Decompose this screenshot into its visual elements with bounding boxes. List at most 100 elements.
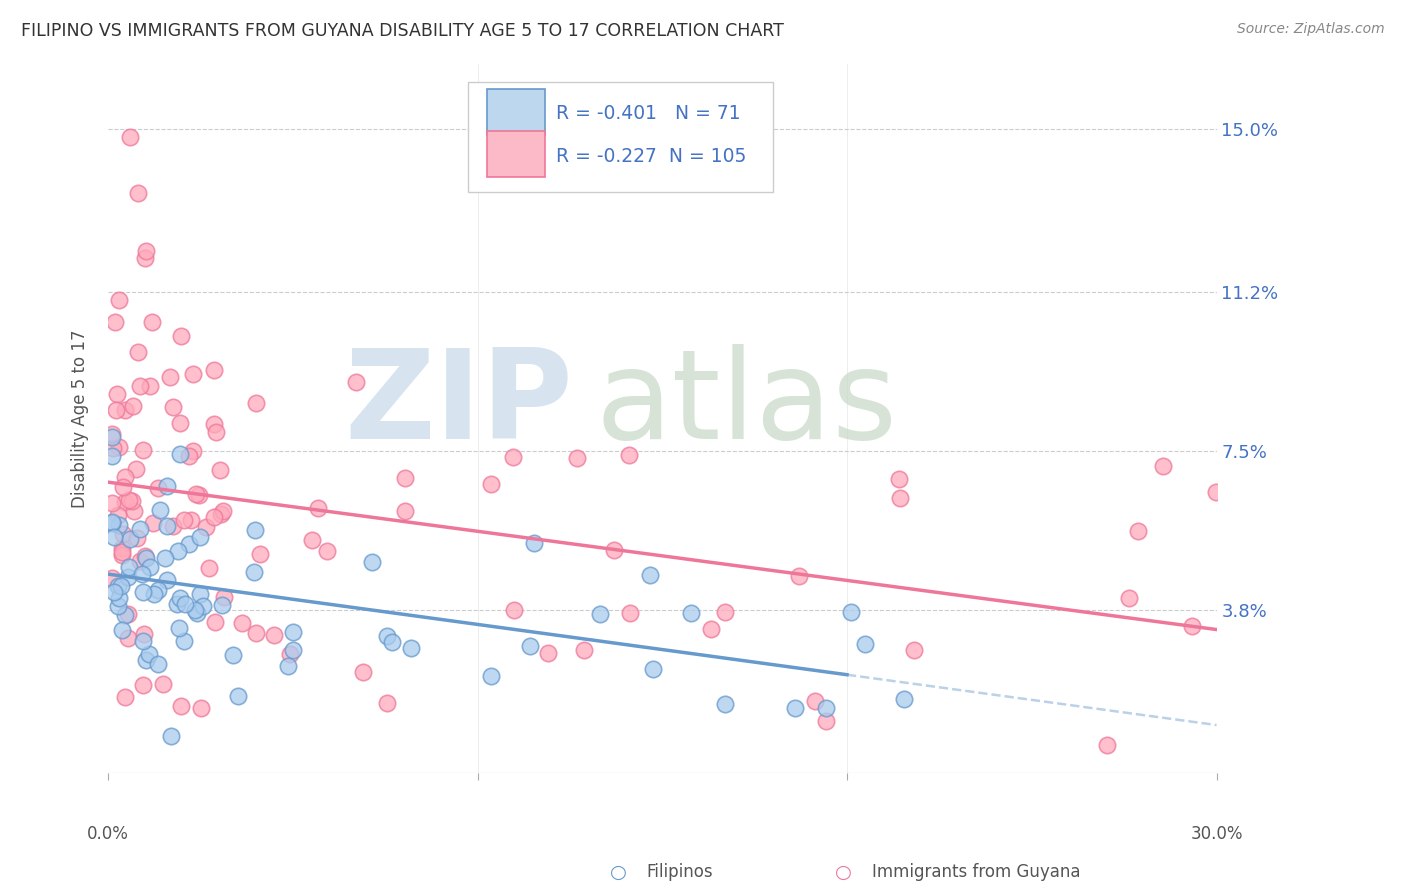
Point [169, 447, 191, 461]
Y-axis label: Disability Age 5 to 17: Disability Age 5 to 17 [72, 329, 89, 508]
Point [352, 665, 374, 679]
Point [783, 701, 806, 715]
Point [107, 599, 129, 614]
Point [567, 451, 589, 466]
Point [714, 605, 737, 619]
Point [121, 399, 143, 413]
Point [114, 469, 136, 483]
Text: atlas: atlas [596, 344, 898, 465]
Point [114, 495, 136, 509]
Point [278, 648, 301, 662]
Point [619, 607, 641, 621]
Point [394, 471, 416, 485]
Point [263, 628, 285, 642]
Point [117, 570, 139, 584]
Point [202, 363, 225, 377]
Point [100, 571, 122, 585]
Point [162, 519, 184, 533]
Point [519, 639, 541, 653]
Point [204, 615, 226, 629]
Point [146, 657, 169, 671]
Point [127, 345, 149, 359]
Point [574, 642, 596, 657]
Point [100, 516, 122, 530]
Point [114, 403, 136, 417]
Point [166, 597, 188, 611]
Point [375, 629, 398, 643]
Point [377, 696, 399, 710]
Point [181, 367, 204, 381]
Point [169, 591, 191, 605]
Point [138, 647, 160, 661]
Point [173, 513, 195, 527]
Text: FILIPINO VS IMMIGRANTS FROM GUYANA DISABILITY AGE 5 TO 17 CORRELATION CHART: FILIPINO VS IMMIGRANTS FROM GUYANA DISAB… [21, 22, 785, 40]
Point [132, 585, 155, 599]
Point [141, 315, 163, 329]
Point [893, 692, 915, 706]
Point [344, 375, 367, 389]
Point [277, 658, 299, 673]
Text: ○: ○ [610, 863, 627, 882]
FancyBboxPatch shape [486, 88, 544, 135]
Point [205, 425, 228, 439]
Point [179, 537, 201, 551]
Point [180, 513, 202, 527]
Point [301, 533, 323, 547]
Text: ○: ○ [835, 863, 852, 882]
Point [129, 522, 152, 536]
Point [245, 625, 267, 640]
Point [195, 520, 218, 534]
Point [167, 543, 190, 558]
Point [679, 606, 702, 620]
Point [120, 130, 142, 145]
FancyBboxPatch shape [486, 131, 544, 178]
Point [1152, 458, 1174, 473]
Point [156, 518, 179, 533]
Point [889, 491, 911, 506]
Point [183, 603, 205, 617]
Point [222, 648, 245, 662]
Point [100, 426, 122, 441]
Point [170, 328, 193, 343]
Point [853, 637, 876, 651]
Point [399, 640, 422, 655]
Point [226, 689, 249, 703]
Point [1205, 484, 1227, 499]
Point [129, 378, 152, 392]
Point [209, 507, 232, 521]
Point [316, 544, 339, 558]
Point [105, 403, 128, 417]
Point [149, 503, 172, 517]
Point [129, 554, 152, 568]
Point [156, 479, 179, 493]
Point [603, 543, 626, 558]
Point [589, 607, 612, 621]
Point [170, 698, 193, 713]
Point [502, 450, 524, 465]
Point [188, 530, 211, 544]
Point [815, 714, 838, 728]
Point [134, 551, 156, 566]
Point [184, 487, 207, 501]
Point [619, 448, 641, 462]
Point [479, 477, 502, 491]
Point [121, 494, 143, 508]
Point [479, 669, 502, 683]
Point [536, 646, 558, 660]
Point [127, 186, 149, 200]
Point [249, 547, 271, 561]
Point [100, 516, 122, 530]
Point [108, 293, 131, 308]
Point [132, 678, 155, 692]
Point [212, 504, 235, 518]
Point [156, 573, 179, 587]
Point [214, 591, 236, 605]
Point [159, 369, 181, 384]
Point [839, 605, 862, 619]
Point [104, 315, 127, 329]
Point [523, 536, 546, 550]
Point [142, 516, 165, 530]
Point [152, 677, 174, 691]
Point [190, 701, 212, 715]
Point [134, 549, 156, 564]
